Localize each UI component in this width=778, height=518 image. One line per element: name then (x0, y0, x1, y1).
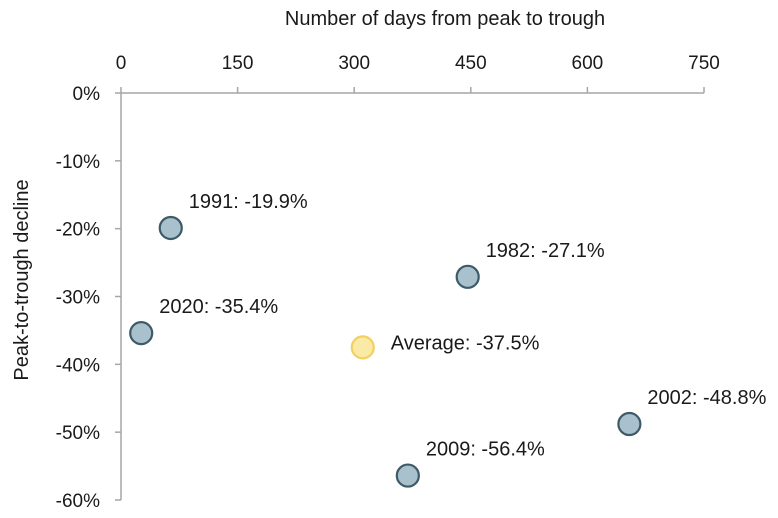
data-label: 2009: -56.4% (426, 439, 545, 461)
data-point (129, 321, 154, 346)
x-tick-label: 750 (688, 53, 720, 74)
y-tick-label: -30% (56, 288, 100, 309)
data-point (617, 411, 642, 437)
x-axis-title: Number of days from peak to trough (285, 8, 605, 30)
data-label: 2020: -35.4% (159, 296, 278, 318)
x-tick-label: 600 (572, 53, 604, 74)
y-axis: 0% -10% -20% -30% -40% -50% -60% (56, 84, 122, 512)
data-label: Average: -37.5% (391, 332, 540, 354)
data-label: 2002: -48.8% (647, 387, 766, 409)
x-axis: 0 150 300 450 600 750 (116, 53, 720, 94)
y-tick-label: -60% (56, 491, 100, 512)
data-point (350, 335, 375, 360)
y-tick-label: -40% (56, 355, 100, 376)
data-label: 1982: -27.1% (486, 240, 605, 262)
y-axis-title: Peak-to-trough decline (11, 179, 33, 380)
x-tick-label: 0 (116, 53, 127, 74)
x-tick-label: 450 (455, 53, 487, 74)
data-points (129, 215, 642, 488)
data-point (158, 215, 183, 241)
data-labels: 1991: -19.9% 1982: -27.1% 2020: -35.4% Aver… (159, 191, 766, 461)
data-point (455, 264, 480, 289)
y-tick-label: -50% (56, 423, 100, 444)
y-tick-label: 0% (73, 84, 101, 105)
y-tick-label: -20% (56, 220, 100, 241)
x-tick-label: 150 (222, 53, 254, 74)
data-point (395, 463, 420, 488)
y-tick-label: -10% (56, 152, 100, 173)
x-tick-label: 300 (338, 53, 370, 74)
data-label: 1991: -19.9% (189, 191, 308, 213)
